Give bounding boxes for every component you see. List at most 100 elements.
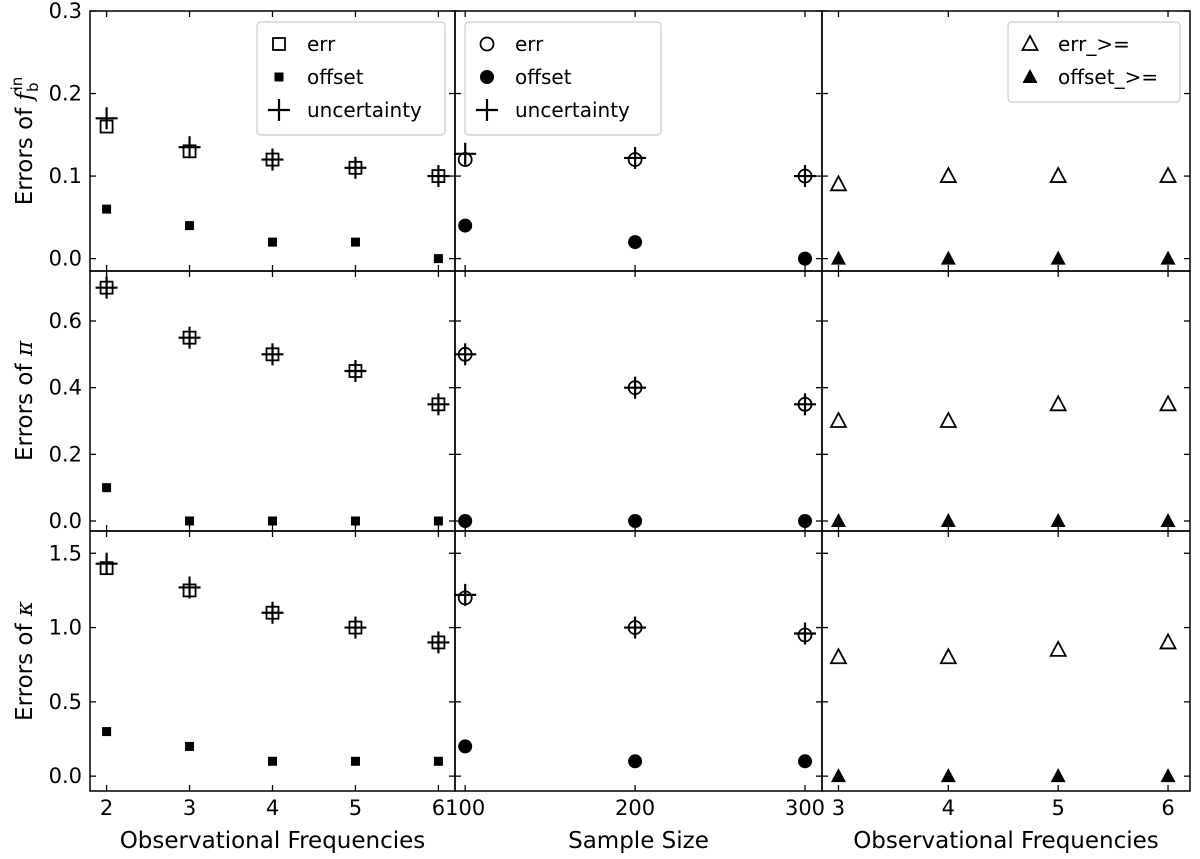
point-offset-r1-c1-1 <box>628 514 643 528</box>
point-err-r1-c2-3 <box>1159 394 1178 412</box>
point-err-r0-c2-0 <box>829 174 848 192</box>
point-offset-r1-c1-0 <box>458 514 473 528</box>
legend-frame-c1 <box>464 21 662 136</box>
point-offset-r0-c2-3 <box>1160 250 1176 265</box>
legend-marker-c1-1 <box>480 70 494 84</box>
y-tick-label-r0-1: 0.1 <box>49 164 82 188</box>
point-offset-r2-c0-0 <box>102 727 112 737</box>
point-offset-r0-c0-2 <box>268 237 277 247</box>
y-tick-label-r2-0: 0.0 <box>49 764 82 788</box>
y-tick-label-r0-2: 0.2 <box>49 82 82 106</box>
x-tick-label-c1-0: 100 <box>445 796 485 820</box>
point-offset-r1-c2-1 <box>940 513 956 527</box>
x-tick-label-c2-1: 4 <box>942 796 955 820</box>
x-axis-label-c2: Observational Frequencies <box>853 828 1159 854</box>
point-offset-r2-c1-0 <box>458 739 473 754</box>
point-err-r0-c2-3 <box>1159 166 1178 183</box>
point-err-r1-c2-2 <box>1049 394 1068 412</box>
y-tick-label-r1-2: 0.4 <box>49 376 82 400</box>
legend-c1: err offset uncertainty <box>464 21 662 136</box>
legend-label-c1-0: err <box>515 32 544 56</box>
panel-frame-r2-c1 <box>454 530 823 792</box>
point-uncertainty-r1-c0-1 <box>178 326 201 349</box>
legend-label-c2-1: offset_>= <box>1058 65 1158 89</box>
x-tick-label-c0-1: 3 <box>183 796 196 820</box>
panel-frame-r2-c0 <box>89 530 456 792</box>
y-tick-label-r2-2: 1.0 <box>49 616 82 640</box>
point-offset-r1-c0-3 <box>350 516 360 526</box>
y-tick-label-r0-0: 0.0 <box>49 247 82 271</box>
x-tick-label-c2-3: 6 <box>1161 796 1174 820</box>
y-tick-label-r1-0: 0.0 <box>49 509 82 533</box>
point-uncertainty-r0-c0-2 <box>261 148 284 171</box>
x-tick-label-c2-2: 5 <box>1051 796 1064 820</box>
legend-label-c0-0: err <box>307 32 336 56</box>
y-axis-label-r1: Errors of π <box>12 340 38 461</box>
x-axis-label-c1: Sample Size <box>568 828 709 854</box>
legend-marker-c0-2 <box>268 99 290 121</box>
point-uncertainty-r1-c0-3 <box>344 360 367 382</box>
point-uncertainty-r0-c0-4 <box>427 165 450 188</box>
point-uncertainty-r2-c1-0 <box>454 583 477 606</box>
y-tick-label-r0-3: 0.3 <box>49 0 82 23</box>
x-tick-label-c0-3: 5 <box>349 796 362 820</box>
point-offset-r2-c2-2 <box>1050 768 1066 783</box>
point-uncertainty-r0-c0-3 <box>344 156 367 179</box>
x-tick-label-c1-2: 300 <box>785 796 825 820</box>
y-axis-label-r0: Errors of fbin <box>8 77 42 206</box>
point-uncertainty-r2-c0-0 <box>95 552 118 575</box>
legend-frame-c0 <box>256 21 446 136</box>
legend-label-c2-0: err_>= <box>1058 32 1130 56</box>
point-err-r2-c2-0 <box>829 647 848 665</box>
legend-marker-c1-0 <box>479 36 495 52</box>
point-err-r0-c2-1 <box>939 166 958 183</box>
point-offset-r0-c1-0 <box>458 218 473 233</box>
point-offset-r2-c1-2 <box>798 754 813 769</box>
legend-marker-c2-0 <box>1020 34 1040 51</box>
legend-label-c0-2: uncertainty <box>307 98 422 122</box>
point-uncertainty-r1-c1-0 <box>454 343 477 366</box>
point-offset-r2-c1-1 <box>628 754 643 769</box>
point-offset-r0-c0-3 <box>350 237 360 247</box>
y-tick-label-r2-3: 1.5 <box>49 541 82 565</box>
point-offset-r1-c0-2 <box>268 516 277 526</box>
point-offset-r1-c0-4 <box>433 516 443 526</box>
point-offset-r0-c1-2 <box>798 251 813 266</box>
panel-r0-c1 <box>454 10 823 272</box>
legend-label-c1-1: offset <box>515 65 572 89</box>
panel-r1-c0 <box>89 270 456 532</box>
x-tick-label-c2-0: 3 <box>832 796 845 820</box>
point-uncertainty-r0-c0-0 <box>95 107 118 130</box>
legend-c0: err offset uncertainty <box>256 21 446 136</box>
point-offset-r2-c0-1 <box>185 741 195 751</box>
y-tick-label-r1-1: 0.2 <box>49 442 82 466</box>
legend-c2: err_>= offset_>= <box>1007 21 1181 103</box>
panel-r2-c2 <box>821 530 1191 792</box>
panel-frame-r2-c2 <box>821 530 1191 792</box>
point-err-r1-c2-0 <box>829 411 848 428</box>
panel-frame-r1-c2 <box>821 270 1191 532</box>
point-uncertainty-r1-c0-2 <box>261 343 284 366</box>
point-uncertainty-r2-c1-1 <box>624 616 647 639</box>
y-axis-label-r2: Errors of κ <box>12 601 38 721</box>
point-uncertainty-r1-c0-0 <box>95 276 118 299</box>
point-offset-r2-c2-1 <box>940 768 956 783</box>
x-tick-label-c0-0: 2 <box>100 796 113 820</box>
legend-label-c0-1: offset <box>307 65 364 89</box>
legend-frame-c2 <box>1007 21 1181 103</box>
point-offset-r1-c2-2 <box>1050 513 1066 527</box>
point-uncertainty-r2-c0-1 <box>178 576 201 599</box>
point-uncertainty-r1-c1-2 <box>794 393 817 416</box>
point-uncertainty-r0-c1-1 <box>624 146 647 169</box>
x-axis-label-c0: Observational Frequencies <box>120 828 426 854</box>
point-uncertainty-r1-c0-4 <box>427 393 450 416</box>
x-tick-label-c1-1: 200 <box>615 796 655 820</box>
panel-r2-c0 <box>89 530 456 792</box>
point-offset-r0-c0-0 <box>102 204 112 214</box>
point-uncertainty-r1-c1-1 <box>624 376 647 399</box>
point-offset-r0-c2-1 <box>940 250 956 265</box>
legend-marker-c0-0 <box>272 37 286 51</box>
point-uncertainty-r0-c1-0 <box>454 142 477 165</box>
